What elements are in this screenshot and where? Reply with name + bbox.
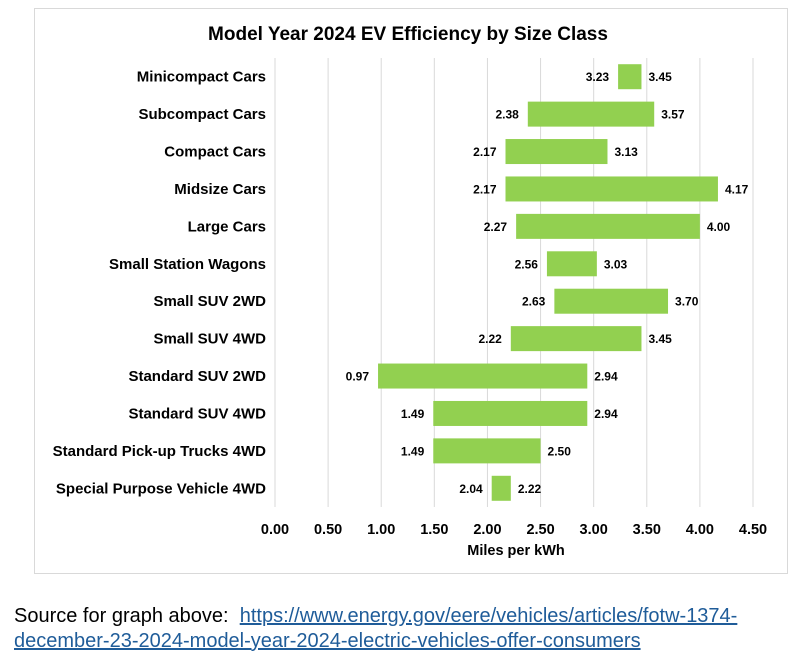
range-bar [527, 101, 655, 127]
range-bar [433, 438, 541, 464]
min-value-label: 2.17 [473, 182, 497, 196]
max-value-label: 3.45 [648, 332, 672, 346]
category-label: Standard SUV 2WD [128, 368, 266, 385]
x-axis-title: Miles per kWh [467, 543, 565, 559]
category-label: Subcompact Cars [138, 106, 266, 123]
x-tick-label: 4.00 [686, 522, 714, 538]
range-bar [618, 64, 642, 90]
category-label: Small Station Wagons [109, 256, 266, 273]
tick-layer: 0.00 0.50 1.00 1.50 2.00 2.50 3.00 3.50 4.00 4.50 [261, 522, 767, 538]
category-label: Small SUV 2WD [153, 293, 266, 310]
max-value-label: 3.03 [604, 257, 628, 271]
range-bar [433, 400, 588, 426]
category-label: Small SUV 4WD [153, 331, 266, 348]
source-note: Source for graph above: https://www.ener… [14, 604, 794, 654]
range-bar [510, 326, 642, 352]
range-bar [554, 288, 669, 314]
min-value-label: 2.38 [495, 108, 519, 122]
category-label: Midsize Cars [174, 181, 266, 198]
min-value-label: 2.17 [473, 145, 497, 159]
range-bar [505, 139, 608, 165]
x-tick-label: 4.50 [739, 522, 767, 538]
min-value-label: 1.49 [401, 407, 425, 421]
min-value-label: 0.97 [346, 370, 370, 384]
category-label: Minicompact Cars [137, 69, 266, 86]
min-value-label: 2.56 [515, 257, 539, 271]
source-link[interactable]: https://www.energy.gov/eere/vehicles/art… [14, 605, 738, 652]
range-bar [516, 213, 700, 239]
max-value-label: 3.70 [675, 295, 699, 309]
grid-layer [274, 58, 754, 507]
x-tick-label: 1.50 [420, 522, 448, 538]
category-label: Special Purpose Vehicle 4WD [56, 480, 266, 497]
category-label: Large Cars [188, 218, 266, 235]
range-bar [491, 475, 511, 501]
category-label: Standard SUV 4WD [128, 405, 266, 422]
max-value-label: 3.45 [648, 70, 672, 84]
min-value-label: 2.63 [522, 295, 546, 309]
max-value-label: 3.13 [614, 145, 638, 159]
chart-title: Model Year 2024 EV Efficiency by Size Cl… [208, 24, 608, 45]
range-bar [378, 363, 588, 389]
x-tick-label: 3.50 [633, 522, 661, 538]
max-value-label: 2.94 [594, 407, 618, 421]
max-value-label: 3.57 [661, 108, 685, 122]
min-value-label: 2.22 [478, 332, 502, 346]
min-value-label: 1.49 [401, 444, 425, 458]
max-value-label: 2.94 [594, 370, 618, 384]
chart-frame: Model Year 2024 EV Efficiency by Size Cl… [34, 8, 788, 574]
x-tick-label: 3.00 [580, 522, 608, 538]
min-value-label: 2.27 [484, 220, 508, 234]
x-tick-label: 2.00 [473, 522, 501, 538]
max-value-label: 4.00 [707, 220, 731, 234]
category-label: Standard Pick-up Trucks 4WD [53, 443, 267, 460]
range-bar [505, 176, 718, 202]
max-value-label: 2.50 [548, 444, 572, 458]
source-prefix: Source for graph above: [14, 605, 240, 627]
x-tick-label: 1.00 [367, 522, 395, 538]
max-value-label: 4.17 [725, 182, 749, 196]
category-label: Compact Cars [164, 144, 266, 161]
x-tick-label: 0.50 [314, 522, 342, 538]
min-value-label: 3.23 [586, 70, 610, 84]
x-tick-label: 2.50 [526, 522, 554, 538]
max-value-label: 2.22 [518, 482, 542, 496]
chart-svg: Model Year 2024 EV Efficiency by Size Cl… [53, 24, 768, 559]
range-bar [546, 251, 597, 277]
bar-layer [378, 64, 718, 501]
x-tick-label: 0.00 [261, 522, 289, 538]
label-layer: Minicompact Cars 3.23 3.45 Subcompact Cars 2… [53, 69, 749, 498]
min-value-label: 2.04 [459, 482, 483, 496]
